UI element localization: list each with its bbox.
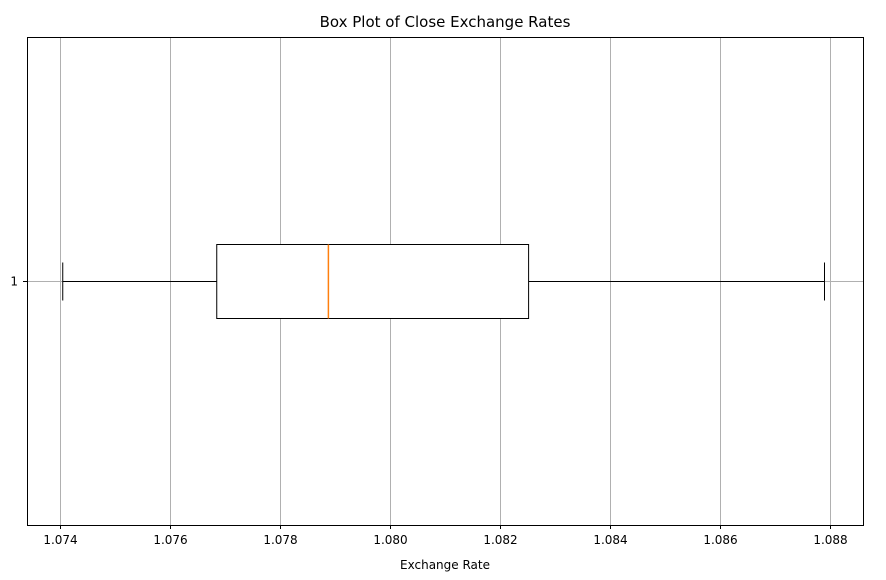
x-tick-label: 1.082 (483, 533, 517, 547)
y-tick-label: 1 (10, 275, 18, 289)
x-tick-label: 1.074 (43, 533, 77, 547)
box-iqr (216, 244, 530, 319)
x-tick-label: 1.078 (263, 533, 297, 547)
box-plot-series (62, 244, 825, 319)
x-axis-title: Exchange Rate (400, 558, 490, 572)
x-tick-label: 1.084 (593, 533, 627, 547)
plot-area-frame (27, 37, 864, 526)
chart-title: Box Plot of Close Exchange Rates (320, 13, 571, 31)
x-tick-label: 1.076 (153, 533, 187, 547)
axis-ticks: 1.074 1.076 1.078 1.080 1.082 1.084 1.086 1.088… (10, 275, 847, 548)
x-tick-label: 1.088 (813, 533, 847, 547)
x-tick-label: 1.080 (373, 533, 407, 547)
x-tick-label: 1.086 (703, 533, 737, 547)
